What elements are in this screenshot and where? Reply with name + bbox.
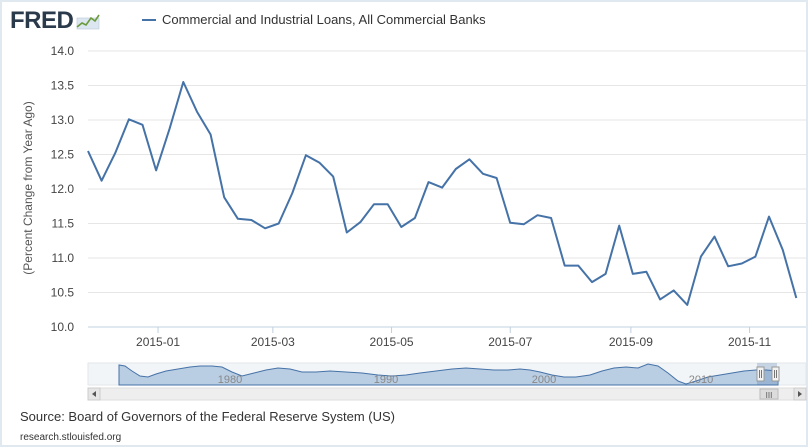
- arrow-left-icon: [92, 391, 96, 397]
- navigator-year-label: 2010: [689, 374, 713, 386]
- navigator-area: [118, 363, 779, 386]
- navigator-handle-left[interactable]: [756, 366, 765, 382]
- scrollbar-thumb[interactable]: [759, 388, 779, 400]
- fred-sparkline-icon: [76, 14, 101, 30]
- legend-series-label: Commercial and Industrial Loans, All Com…: [162, 12, 486, 27]
- x-tick-label: 2015-01: [136, 335, 180, 349]
- y-tick-label: 11.5: [52, 217, 75, 231]
- navigator-year-label: 2000: [532, 374, 556, 386]
- y-tick-label: 14.0: [51, 44, 75, 58]
- x-tick-label: 2015-07: [488, 335, 532, 349]
- series-points: [87, 82, 797, 305]
- chart-legend[interactable]: Commercial and Industrial Loans, All Com…: [142, 12, 486, 27]
- site-url[interactable]: research.stlouisfed.org: [20, 432, 122, 443]
- y-axis-ticks: 10.0 10.5 11.0 11.5 12.0 12.5 13.0 13.5 14.0: [51, 44, 75, 334]
- scrollbar-track: [87, 387, 807, 401]
- navigator-handle-right[interactable]: [771, 366, 780, 382]
- series-line: [87, 81, 798, 306]
- x-tick-label: 2015-05: [370, 335, 414, 349]
- arrow-right-icon: [798, 391, 802, 397]
- x-tick-label: 2015-09: [609, 335, 653, 349]
- scrollbar[interactable]: III: [87, 387, 807, 401]
- fred-logo[interactable]: FRED: [10, 7, 101, 34]
- y-axis-title: (Percent Change from Year Ago): [21, 101, 35, 274]
- navigator-labels: 1980 1990 2000 2010: [218, 374, 713, 386]
- x-axis-ticks: 2015-01 2015-03 2015-05 2015-07 2015-09 2015-…: [136, 327, 771, 349]
- scrollbar-thumb-grip: III: [766, 391, 773, 400]
- navigator-year-label: 1990: [374, 374, 398, 386]
- y-tick-label: 12.5: [51, 148, 75, 162]
- navigator-year-label: 1980: [218, 374, 242, 386]
- y-tick-label: 11.0: [52, 251, 75, 265]
- y-tick-label: 12.0: [51, 182, 75, 196]
- gridlines: [88, 50, 806, 328]
- fred-logo-text: FRED: [10, 7, 74, 34]
- x-tick-label: 2015-03: [251, 335, 295, 349]
- source-note: Source: Board of Governors of the Federa…: [20, 409, 395, 424]
- navigator[interactable]: 1980 1990 2000 2010: [87, 362, 807, 386]
- y-tick-label: 10.0: [51, 320, 75, 334]
- y-tick-label: 10.5: [51, 286, 75, 300]
- y-tick-label: 13.5: [51, 79, 75, 93]
- y-tick-label: 13.0: [51, 113, 75, 127]
- legend-swatch: [142, 18, 156, 21]
- x-tick-label: 2015-11: [728, 335, 771, 349]
